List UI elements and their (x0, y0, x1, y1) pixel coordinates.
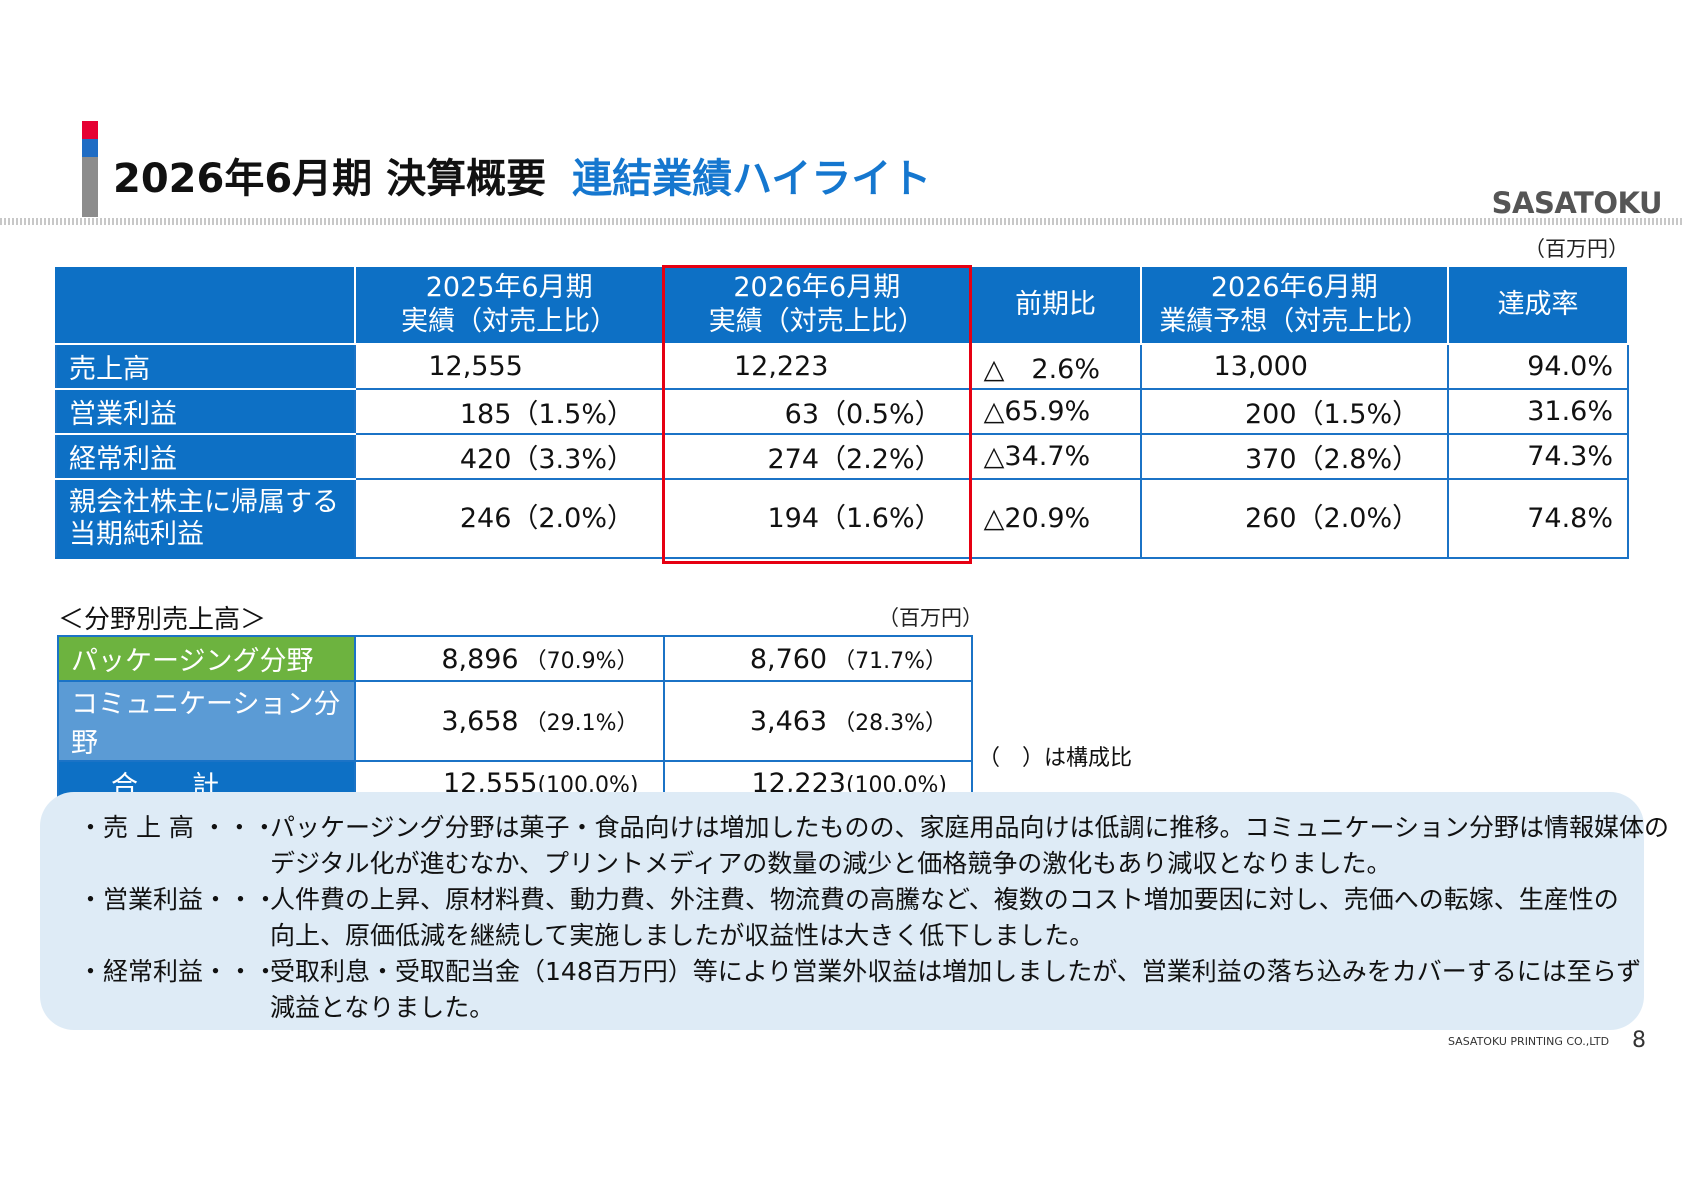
cell-yoy: △34.7% (969, 433, 1142, 480)
summary-label: ・営業利益・・・ (78, 885, 279, 914)
cell-achievement: 74.8% (1447, 478, 1629, 559)
segment-fy2025: 8,896 （70.9%） (354, 635, 665, 682)
summary-text: パッケージング分野は菓子・食品向けは増加したものの、家庭用品向けは低調に推移。コ… (270, 813, 1670, 878)
segment-label-communication: コミュニケーション分野 (56, 680, 357, 762)
summary-text: 人件費の上昇、原材料費、動力費、外注費、物流費の高騰など、複数のコスト増加要因に… (270, 885, 1619, 950)
header-fy2026: 2026年6月期 実績（対売上比） (661, 265, 972, 345)
cell-forecast: 370（2.8%） (1139, 433, 1450, 480)
table-row: 親会社株主に帰属する 当期純利益 246（2.0%） 194（1.6%） △20.… (54, 478, 1629, 559)
segment-row: パッケージング分野 8,896 （70.9%） 8,760 （71.7%） (56, 635, 973, 682)
summary-item-sales: ・売 上 高 ・・・ パッケージング分野は菓子・食品向けは増加したものの、家庭用… (78, 810, 1669, 878)
row-label: 経常利益 (54, 433, 357, 480)
cell-forecast: 200（1.5%） (1139, 388, 1450, 435)
page-title: 2026年6月期 決算概要 連結業績ハイライト (113, 146, 931, 204)
cell-fy2025: 420（3.3%） (354, 433, 664, 480)
company-logo: SASATOKU (1491, 186, 1663, 220)
segment-fy2025: 3,658 （29.1%） (354, 680, 665, 762)
header-forecast: 2026年6月期 業績予想（対売上比） (1139, 265, 1450, 345)
cell-fy2026: 274（2.2%） (661, 433, 972, 480)
segment-label-package: パッケージング分野 (56, 635, 357, 682)
table-header-row: 2025年6月期 実績（対売上比） 2026年6月期 実績（対売上比） 前期比 20… (54, 265, 1629, 345)
ratio-note: （ ）は構成比 (978, 746, 1133, 771)
row-label: 売上高 (54, 343, 357, 390)
summary-label: ・売 上 高 ・・・ (78, 813, 277, 842)
summary-panel: ・売 上 高 ・・・ パッケージング分野は菓子・食品向けは増加したものの、家庭用… (40, 792, 1669, 1030)
table-row: 営業利益 185（1.5%） 63（0.5%） △65.9% 200（1.5%）… (54, 388, 1629, 435)
cell-yoy: △20.9% (969, 478, 1142, 559)
fy2026-highlight-box (662, 265, 972, 564)
summary-text: 受取利息・受取配当金（148百万円）等により営業外収益は増加しましたが、営業利益… (270, 957, 1642, 1022)
cell-fy2025: 246（2.0%） (354, 478, 664, 559)
header-yoy: 前期比 (969, 265, 1142, 345)
cell-fy2025: 12,555 (354, 343, 664, 390)
header-empty-cell (54, 265, 357, 345)
row-label: 親会社株主に帰属する 当期純利益 (54, 478, 357, 559)
cell-achievement: 31.6% (1447, 388, 1629, 435)
table-row: 売上高 12,555 12,223 △ 2.6% 13,000 94.0% (54, 343, 1629, 390)
cell-fy2025: 185（1.5%） (354, 388, 664, 435)
segment-table: パッケージング分野 8,896 （70.9%） 8,760 （71.7%） コミュニ… (56, 635, 973, 807)
header-fy2025: 2025年6月期 実績（対売上比） (354, 265, 664, 345)
summary-item-operating-profit: ・営業利益・・・ 人件費の上昇、原材料費、動力費、外注費、物流費の高騰など、複数… (78, 882, 1619, 950)
cell-achievement: 74.3% (1447, 433, 1629, 480)
footer-company: SASATOKU PRINTING CO.,LTD (1448, 1035, 1610, 1048)
cell-fy2026: 12,223 (661, 343, 972, 390)
title-main: 2026年6月期 決算概要 (113, 156, 547, 202)
segment-unit-label: （百万円） (878, 606, 983, 630)
cell-achievement: 94.0% (1447, 343, 1629, 390)
header-achievement: 達成率 (1447, 265, 1629, 345)
unit-label: （百万円） (1524, 237, 1629, 261)
segment-fy2026: 3,463 （28.3%） (662, 680, 973, 762)
title-highlight: 連結業績ハイライト (572, 156, 932, 202)
cell-yoy: △ 2.6% (969, 343, 1142, 390)
segment-fy2026: 8,760 （71.7%） (662, 635, 973, 682)
table-row: 経常利益 420（3.3%） 274（2.2%） △34.7% 370（2.8%… (54, 433, 1629, 480)
page-number: 8 (1632, 1028, 1646, 1053)
title-accent-bar (82, 121, 98, 217)
cell-yoy: △65.9% (969, 388, 1142, 435)
segment-title: ＜分野別売上高＞ (58, 605, 267, 635)
row-label: 営業利益 (54, 388, 357, 435)
cell-fy2026: 194（1.6%） (661, 478, 972, 559)
cell-forecast: 13,000 (1139, 343, 1450, 390)
results-table: 2025年6月期 実績（対売上比） 2026年6月期 実績（対売上比） 前期比 20… (54, 265, 1629, 559)
summary-label: ・経常利益・・・ (78, 957, 279, 986)
summary-item-ordinary-profit: ・経常利益・・・ 受取利息・受取配当金（148百万円）等により営業外収益は増加し… (78, 954, 1641, 1022)
segment-row: コミュニケーション分野 3,658 （29.1%） 3,463 （28.3%） (56, 680, 973, 762)
cell-forecast: 260（2.0%） (1139, 478, 1450, 559)
header-divider (0, 218, 1684, 225)
